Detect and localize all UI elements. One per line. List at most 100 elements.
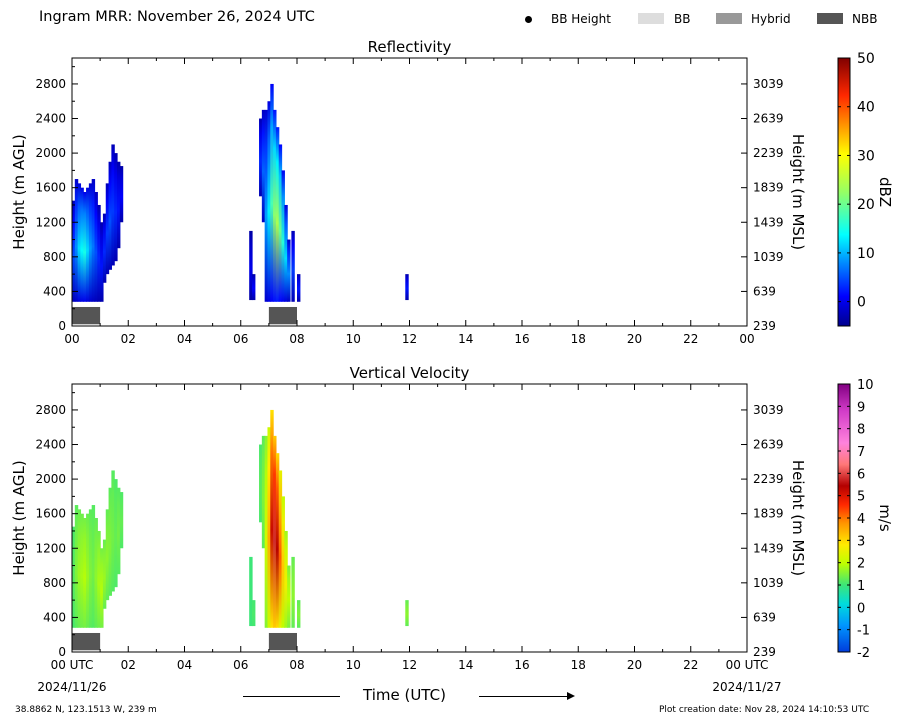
data-column <box>252 600 256 627</box>
legend-label-bb-height: BB Height <box>551 12 611 26</box>
x-tick-label: 10 <box>346 332 361 346</box>
y-tick-label: 800 <box>43 250 66 264</box>
y-tick-label: 400 <box>43 284 66 298</box>
nbb-bar <box>268 306 297 325</box>
y-tick-label: 2000 <box>35 472 66 486</box>
colorbar <box>837 57 851 327</box>
chart-title: Ingram MRR: November 26, 2024 UTC <box>39 9 315 25</box>
data-column <box>259 118 263 197</box>
data-column <box>97 204 101 302</box>
data-column <box>105 509 110 601</box>
data-column <box>80 187 84 302</box>
colorbar-tick-label: 0 <box>857 295 866 311</box>
data-column <box>261 109 266 223</box>
plot-frame <box>71 57 748 327</box>
colorbar-tick-label: 20 <box>857 197 875 213</box>
x-tick-label: 08 <box>289 658 304 672</box>
x-tick-label: 14 <box>458 658 473 672</box>
y2-tick-label: 1839 <box>753 507 784 521</box>
data-column <box>108 487 112 596</box>
colorbar-tick-label: 8 <box>857 423 865 438</box>
x-tick-label: 00 UTC <box>51 658 94 672</box>
data-column <box>270 83 274 302</box>
start-date-label: 2024/11/26 <box>37 680 106 694</box>
x-tick-label: 22 <box>683 658 698 672</box>
data-column <box>278 470 283 628</box>
data-column <box>100 222 104 302</box>
x-tick-label: 10 <box>346 658 361 672</box>
data-column <box>83 518 87 628</box>
data-column <box>119 166 124 223</box>
data-column <box>111 144 115 266</box>
y-tick-label: 1600 <box>35 507 66 521</box>
x-tick-label: 18 <box>571 332 586 346</box>
data-layer <box>72 83 409 302</box>
x-tick-label: 04 <box>177 332 192 346</box>
location-text: 38.8862 N, 123.1513 W, 239 m <box>15 705 157 715</box>
colorbar-tick-label: 50 <box>857 51 875 67</box>
data-column <box>291 230 295 302</box>
y2-tick-label: 1839 <box>753 181 784 195</box>
legend-box-hybrid <box>716 13 742 24</box>
y-tick-label: 2800 <box>35 77 66 91</box>
end-date-label: 2024/11/27 <box>712 680 781 694</box>
colorbar-tick-label: 1 <box>857 579 865 594</box>
data-column <box>102 213 107 283</box>
y2-tick-label: 639 <box>753 610 776 624</box>
data-column <box>261 435 266 549</box>
data-column <box>281 496 285 628</box>
data-column <box>88 509 93 628</box>
y2-tick-label: 3039 <box>753 403 784 417</box>
legend-dot-icon <box>525 16 532 23</box>
data-column <box>72 200 76 302</box>
y2-tick-label: 2239 <box>753 146 784 160</box>
x-tick-label: 04 <box>177 658 192 672</box>
y2-tick-label: 2639 <box>753 438 784 452</box>
data-column <box>273 109 277 302</box>
data-column <box>74 179 79 302</box>
y-tick-label: 2000 <box>35 146 66 160</box>
y-tick-label: 2800 <box>35 403 66 417</box>
arrow-right-icon <box>567 692 575 700</box>
colorbar-tick-label: 4 <box>857 512 865 527</box>
data-column <box>72 526 76 628</box>
colorbar-tick-label: 5 <box>857 490 865 505</box>
data-column <box>405 600 409 627</box>
x-tick-label: 00 <box>739 332 754 346</box>
creation-date-text: Plot creation date: Nov 28, 2024 14:10:5… <box>659 705 870 715</box>
data-layer <box>72 409 409 628</box>
data-column <box>114 479 118 588</box>
data-column <box>102 539 107 609</box>
colorbar-label: dBZ <box>876 177 894 207</box>
colorbar-tick-label: 3 <box>857 534 865 549</box>
data-column <box>264 109 269 302</box>
data-column <box>405 274 409 301</box>
y-tick-label: 1200 <box>35 541 66 555</box>
time-arrow-right <box>479 696 569 697</box>
data-column <box>80 513 84 628</box>
panel-title: Vertical Velocity <box>350 364 470 382</box>
colorbar-tick-label: 0 <box>857 601 865 616</box>
y2-tick-label: 3039 <box>753 77 784 91</box>
y2-tick-label: 239 <box>753 645 776 659</box>
legend-box-bb <box>638 13 664 24</box>
y-tick-label: 0 <box>58 645 66 659</box>
y2-tick-label: 239 <box>753 319 776 333</box>
data-column <box>287 565 291 628</box>
y-tick-label: 800 <box>43 576 66 590</box>
data-column <box>77 509 82 628</box>
time-arrow-left-line <box>243 696 340 697</box>
x-tick-label: 16 <box>514 658 529 672</box>
data-column <box>97 530 101 628</box>
y2-axis-label: Height (m MSL) <box>789 134 807 250</box>
x-tick-label: 06 <box>233 332 248 346</box>
data-column <box>91 505 96 628</box>
colorbar-tick-label: 40 <box>857 100 875 116</box>
data-column <box>105 183 110 275</box>
x-tick-label: 22 <box>683 332 698 346</box>
data-column <box>88 183 93 302</box>
data-column <box>86 513 90 628</box>
x-tick-label: 00 UTC <box>726 658 769 672</box>
data-column <box>117 161 121 249</box>
